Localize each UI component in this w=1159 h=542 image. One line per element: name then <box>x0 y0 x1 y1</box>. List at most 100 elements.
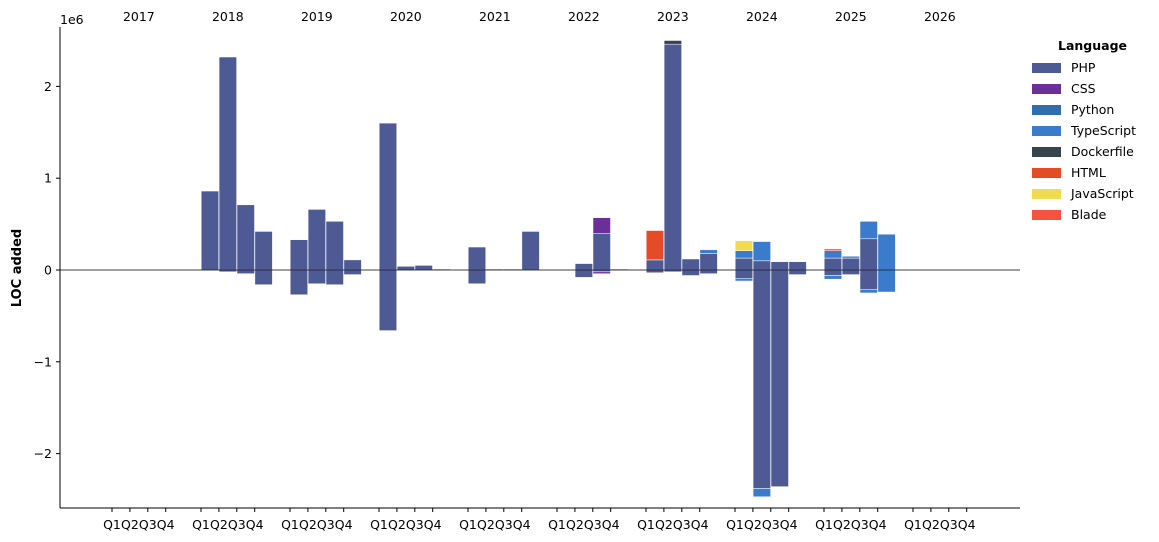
bar-php-2020-q3 <box>414 265 433 271</box>
bar-typescript-neg-2025-q4 <box>877 269 896 293</box>
bar-php-2023-q1 <box>645 259 664 271</box>
x-tick-label: Q1 <box>370 517 388 532</box>
bar-php-2025-q3 <box>859 238 878 271</box>
year-label: 2022 <box>568 9 600 24</box>
year-label: 2024 <box>746 9 778 24</box>
bar-dockerfile-2023-q2 <box>663 40 682 45</box>
bar-typescript-2025-q4 <box>877 233 896 271</box>
bar-css-neg-2022-q3 <box>592 271 611 274</box>
bar-php-neg-2019-q1 <box>289 269 308 296</box>
bar-php-2025-q1 <box>823 257 842 271</box>
x-tick-label: Q3 <box>228 517 246 532</box>
bar-php-2024-q4 <box>788 261 807 271</box>
legend-item-python: Python <box>1030 99 1155 120</box>
legend-label: Blade <box>1071 207 1107 222</box>
legend-label: Dockerfile <box>1071 144 1134 159</box>
x-tick-label: Q1 <box>459 517 477 532</box>
legend-label: TypeScript <box>1071 123 1136 138</box>
bar-php-2018-q3 <box>236 204 255 271</box>
y-tick-label: −1 <box>34 354 52 369</box>
x-tick-label: Q4 <box>869 517 887 532</box>
bar-php-neg-2023-q3 <box>681 269 700 276</box>
legend-swatch <box>1032 188 1061 199</box>
bar-php-2021-q1 <box>467 246 486 271</box>
bar-php-neg-2022-q2 <box>574 269 593 278</box>
y-tick-label: −2 <box>34 446 52 461</box>
x-tick-label: Q2 <box>388 517 406 532</box>
y-tick-label: 1 <box>44 171 52 186</box>
year-label: 2021 <box>479 9 511 24</box>
x-tick-label: Q1 <box>192 517 210 532</box>
x-tick-label: Q1 <box>548 517 566 532</box>
legend-label: CSS <box>1071 81 1096 96</box>
bar-php-neg-2025-q2 <box>841 269 860 275</box>
bar-typescript-2024-q1 <box>734 250 753 259</box>
bar-php-2019-q4 <box>343 259 362 271</box>
bar-php-neg-2024-q2 <box>752 269 771 489</box>
legend: Language PHP CSS Python TypeScript Dockerfil… <box>1030 38 1155 225</box>
year-label: 2025 <box>835 9 867 24</box>
bar-php-2023-q3 <box>681 258 700 271</box>
bar-php-2018-q1 <box>200 190 219 271</box>
bar-css-2022-q3 <box>592 217 611 234</box>
bar-typescript-neg-2024-q1 <box>734 278 753 282</box>
legend-swatch <box>1032 104 1061 115</box>
legend-label: Python <box>1071 102 1115 117</box>
bar-php-neg-2023-q1 <box>645 269 664 274</box>
x-tick-label: Q2 <box>566 517 584 532</box>
y-ticks: −2 −1 0 1 2 <box>34 79 60 461</box>
legend-swatch <box>1032 83 1061 94</box>
x-tick-label: Q3 <box>139 517 157 532</box>
bar-typescript-2024-q2 <box>752 241 771 262</box>
x-tick-label: Q4 <box>424 517 442 532</box>
bar-typescript-2023-q4 <box>699 249 718 254</box>
x-tick-label: Q4 <box>780 517 798 532</box>
bar-php-2020-q1 <box>378 122 397 271</box>
x-tick-label: Q3 <box>584 517 602 532</box>
year-label: 2019 <box>301 9 333 24</box>
bar-php-neg-2024-q3 <box>770 269 789 487</box>
bar-php-2025-q2 <box>841 257 860 271</box>
x-tick-label: Q2 <box>299 517 317 532</box>
bar-typescript-neg-2025-q1 <box>823 275 842 280</box>
year-labels: 2017 2018 2019 2020 2021 2022 2023 2024 2025 2026 <box>123 9 956 24</box>
x-tick-label: Q1 <box>637 517 655 532</box>
legend-label: JavaScript <box>1071 186 1134 201</box>
bar-php-neg-2020-q1 <box>378 269 397 331</box>
x-tick-label: Q4 <box>602 517 620 532</box>
x-tick-label: Q3 <box>317 517 335 532</box>
x-tick-label: Q2 <box>477 517 495 532</box>
x-tick-label: Q3 <box>673 517 691 532</box>
bar-php-2019-q1 <box>289 239 308 271</box>
x-tick-label: Q4 <box>691 517 709 532</box>
legend-item-css: CSS <box>1030 78 1155 99</box>
bar-php-neg-2018-q4 <box>254 269 273 285</box>
x-tick-label: Q4 <box>335 517 353 532</box>
bar-javascript-2024-q1 <box>734 240 753 251</box>
bar-php-2024-q2 <box>752 260 771 271</box>
x-tick-label: Q1 <box>281 517 299 532</box>
x-tick-label: Q2 <box>744 517 762 532</box>
bar-php-2021-q4 <box>521 231 540 271</box>
bar-php-2024-q1 <box>734 257 753 271</box>
legend-swatch <box>1032 209 1061 220</box>
x-ticks: Q1 Q2 Q3 Q4 Q1 Q2 Q3 Q4 Q1 Q2 Q3 Q4 Q1 Q2 Q3 Q4 Q1 Q2 Q3 Q4… <box>103 508 976 532</box>
x-tick-label: Q2 <box>210 517 228 532</box>
bar-php-neg-2025-q3 <box>859 269 878 290</box>
x-tick-label: Q2 <box>655 517 673 532</box>
bar-php-neg-2019-q4 <box>343 269 362 275</box>
x-tick-label: Q2 <box>922 517 940 532</box>
legend-item-blade: Blade <box>1030 204 1155 225</box>
x-tick-label: Q4 <box>513 517 531 532</box>
bar-php-neg-2025-q1 <box>823 269 842 276</box>
legend-label: HTML <box>1071 165 1106 180</box>
bar-typescript-2025-q3 <box>859 221 878 240</box>
bar-php-neg-2024-q1 <box>734 269 753 279</box>
year-label: 2020 <box>390 9 422 24</box>
x-tick-label: Q4 <box>958 517 976 532</box>
legend-item-dockerfile: Dockerfile <box>1030 141 1155 162</box>
legend-swatch <box>1032 62 1061 73</box>
bar-php-2023-q2 <box>663 43 682 271</box>
x-tick-label: Q4 <box>246 517 264 532</box>
